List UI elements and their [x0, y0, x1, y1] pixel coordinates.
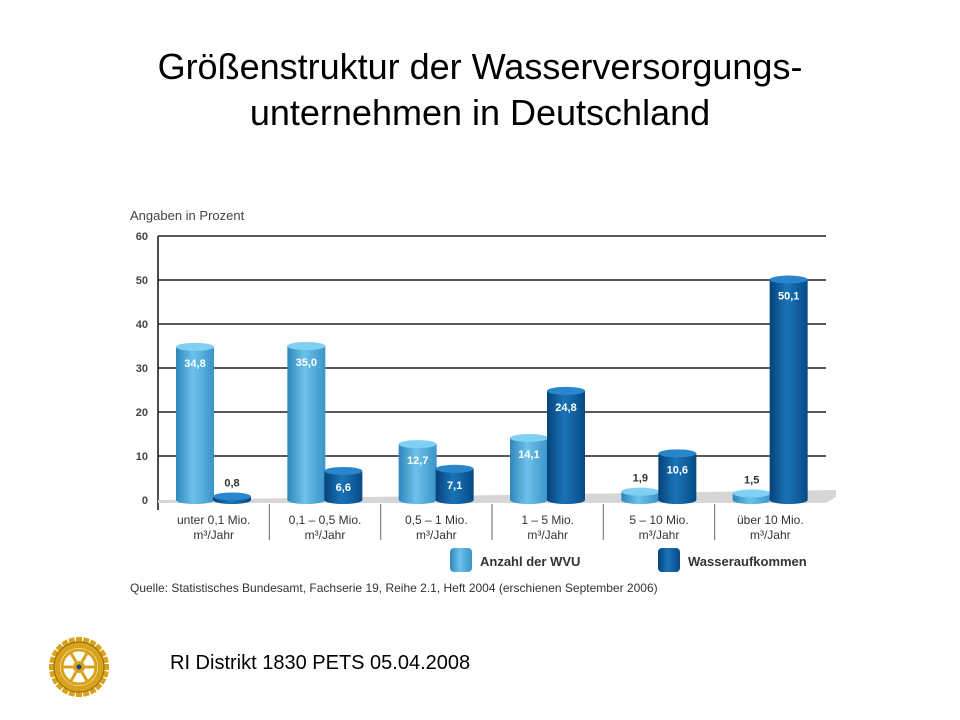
chart-source: Quelle: Statistisches Bundesamt, Fachser… [130, 581, 658, 595]
x-tick-label: 1 – 5 Mio. [521, 513, 574, 527]
y-tick-label: 30 [136, 363, 148, 375]
bar-base [621, 496, 660, 504]
bar-cap [658, 449, 697, 458]
bar-cap [176, 342, 214, 351]
bar-base [287, 496, 326, 504]
bar-cap [324, 466, 363, 475]
y-tick-label: 10 [136, 451, 148, 463]
data-label: 1,5 [744, 474, 759, 486]
bar-cap [510, 433, 548, 442]
bar-base [435, 496, 474, 504]
data-label: 6,6 [336, 482, 351, 494]
bar [547, 390, 585, 500]
bar [621, 491, 660, 500]
x-tick-label: m³/Jahr [527, 528, 568, 542]
bar-base [547, 496, 585, 504]
x-tick-label: m³/Jahr [305, 528, 346, 542]
bar [435, 468, 474, 500]
x-tick-label: über 10 Mio. [737, 513, 804, 527]
bar-cap [435, 464, 474, 473]
bar [769, 279, 808, 500]
rotary-wheel-icon [49, 637, 109, 697]
slide-title: Größenstruktur der Wasserversorgungs- un… [0, 44, 960, 136]
slide-title-line-2: unternehmen in Deutschland [249, 92, 711, 133]
bar-cap [213, 492, 251, 501]
x-tick-label: m³/Jahr [416, 528, 457, 542]
bar [398, 444, 437, 500]
y-axis-label: Angaben in Prozent [130, 208, 245, 223]
data-label: 10,6 [667, 464, 688, 476]
legend-label-anzahl: Anzahl der WVU [480, 554, 580, 569]
y-tick-label: 50 [136, 275, 148, 287]
data-label: 0,8 [224, 477, 239, 489]
y-tick-label: 40 [136, 319, 148, 331]
bar [176, 346, 214, 500]
data-label: 50,1 [778, 291, 799, 303]
bar-cap [769, 275, 808, 284]
legend: Anzahl der WVU Wasseraufkommen [450, 548, 807, 572]
data-label: 34,8 [184, 358, 205, 370]
bar-cap [621, 487, 660, 496]
bar-base [732, 496, 771, 504]
bar-base [324, 496, 363, 504]
bar-cap [287, 342, 326, 350]
bar-cap [398, 440, 437, 449]
data-label: 24,8 [555, 402, 576, 414]
bar-chart: Angaben in Prozent 0 10 20 30 40 50 60 34,8 0,8… [130, 208, 836, 595]
legend-swatch-wasseraufkommen [658, 548, 680, 572]
data-label: 35,0 [296, 357, 317, 369]
y-tick-label: 60 [136, 231, 148, 243]
footer-text: RI Distrikt 1830 PETS 05.04.2008 [170, 652, 471, 674]
x-tick-label: m³/Jahr [750, 528, 791, 542]
bar-base [176, 496, 214, 504]
bar [510, 437, 548, 500]
bar [658, 453, 697, 500]
data-label: 7,1 [447, 480, 462, 492]
x-tick-label: 0,1 – 0,5 Mio. [289, 513, 362, 527]
bar-base [658, 496, 697, 504]
data-label: 1,9 [633, 473, 648, 485]
x-tick-label: unter 0,1 Mio. [177, 513, 250, 527]
slide-title-line-1: Größenstruktur der Wasserversorgungs- [157, 46, 803, 87]
x-tick-label: 5 – 10 Mio. [629, 513, 688, 527]
bar-base [510, 496, 548, 504]
x-tick-label: 0,5 – 1 Mio. [405, 513, 468, 527]
x-tick-label: m³/Jahr [193, 528, 234, 542]
y-tick-label: 20 [136, 407, 148, 419]
y-tick-label: 0 [142, 495, 148, 507]
bar [324, 470, 363, 500]
bar [287, 346, 326, 500]
bar-cap [732, 489, 771, 498]
bar-cap [547, 386, 585, 395]
x-tick-label: m³/Jahr [639, 528, 680, 542]
data-label: 12,7 [407, 455, 428, 467]
legend-label-wasseraufkommen: Wasseraufkommen [688, 554, 807, 569]
data-label: 14,1 [518, 449, 539, 461]
bar-base [398, 496, 437, 504]
legend-swatch-anzahl [450, 548, 472, 572]
bar-base [769, 496, 808, 504]
